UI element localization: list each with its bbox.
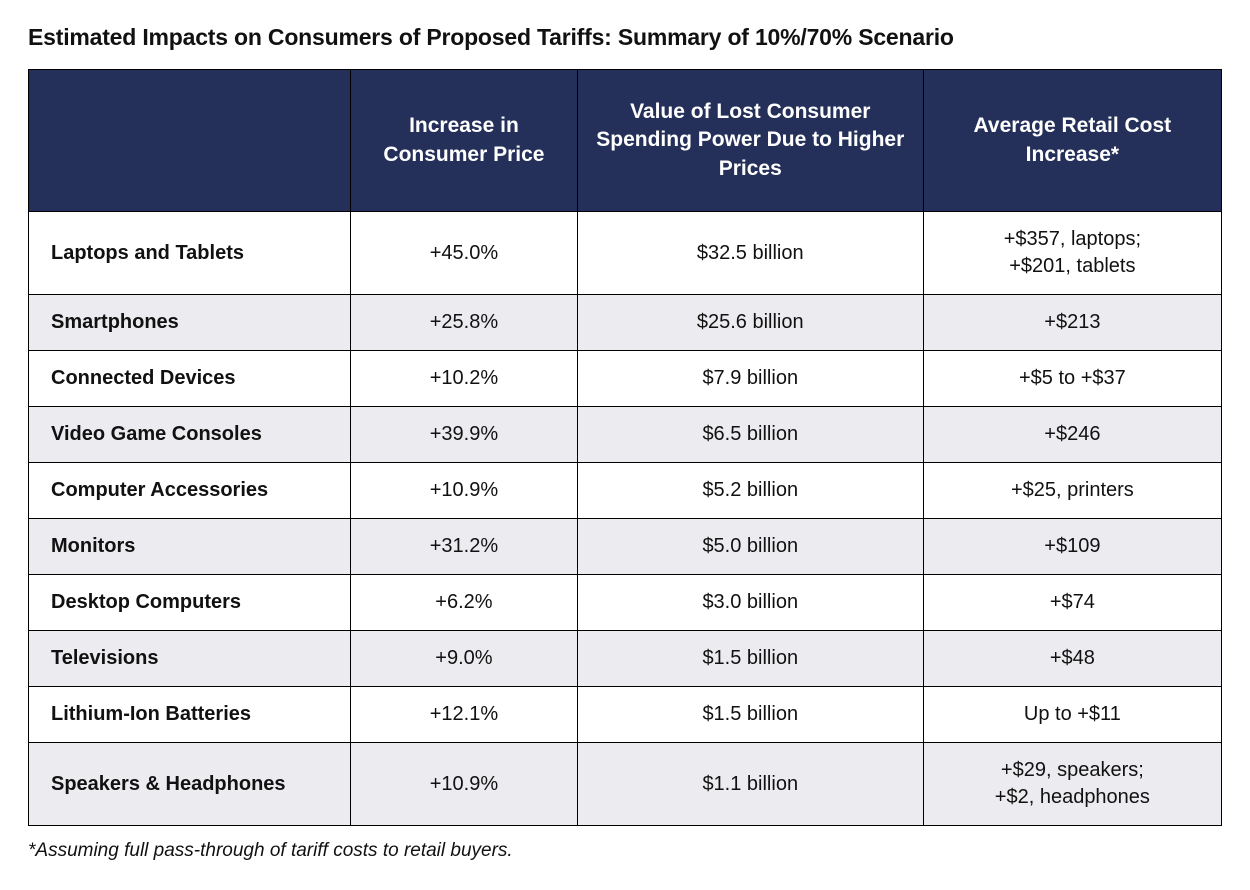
cell-increase: +25.8% bbox=[351, 295, 578, 351]
table-row: Monitors+31.2%$5.0 billion+$109 bbox=[29, 519, 1222, 575]
cell-increase: +10.2% bbox=[351, 351, 578, 407]
header-lost-value: Value of Lost Consumer Spending Power Du… bbox=[577, 70, 923, 212]
cell-increase: +6.2% bbox=[351, 575, 578, 631]
cell-category: Laptops and Tablets bbox=[29, 212, 351, 295]
cell-increase: +31.2% bbox=[351, 519, 578, 575]
cell-category: Desktop Computers bbox=[29, 575, 351, 631]
cell-lost-value: $1.1 billion bbox=[577, 743, 923, 826]
cell-lost-value: $5.0 billion bbox=[577, 519, 923, 575]
table-body: Laptops and Tablets+45.0%$32.5 billion+$… bbox=[29, 212, 1222, 826]
tariff-impact-table: Increase in Consumer Price Value of Lost… bbox=[28, 69, 1222, 826]
cell-increase: +10.9% bbox=[351, 743, 578, 826]
table-row: Lithium-Ion Batteries+12.1%$1.5 billionU… bbox=[29, 687, 1222, 743]
cell-retail-increase: +$213 bbox=[923, 295, 1221, 351]
cell-increase: +39.9% bbox=[351, 407, 578, 463]
header-row: Increase in Consumer Price Value of Lost… bbox=[29, 70, 1222, 212]
table-row: Connected Devices+10.2%$7.9 billion+$5 t… bbox=[29, 351, 1222, 407]
table-head: Increase in Consumer Price Value of Lost… bbox=[29, 70, 1222, 212]
cell-category: Lithium-Ion Batteries bbox=[29, 687, 351, 743]
cell-retail-increase: +$5 to +$37 bbox=[923, 351, 1221, 407]
table-row: Laptops and Tablets+45.0%$32.5 billion+$… bbox=[29, 212, 1222, 295]
cell-category: Connected Devices bbox=[29, 351, 351, 407]
cell-category: Televisions bbox=[29, 631, 351, 687]
cell-retail-increase: +$25, printers bbox=[923, 463, 1221, 519]
cell-lost-value: $6.5 billion bbox=[577, 407, 923, 463]
cell-increase: +9.0% bbox=[351, 631, 578, 687]
page: Estimated Impacts on Consumers of Propos… bbox=[0, 0, 1250, 890]
cell-lost-value: $32.5 billion bbox=[577, 212, 923, 295]
cell-increase: +10.9% bbox=[351, 463, 578, 519]
cell-category: Video Game Consoles bbox=[29, 407, 351, 463]
table-row: Desktop Computers+6.2%$3.0 billion+$74 bbox=[29, 575, 1222, 631]
header-blank bbox=[29, 70, 351, 212]
cell-category: Speakers & Headphones bbox=[29, 743, 351, 826]
cell-lost-value: $3.0 billion bbox=[577, 575, 923, 631]
table-row: Speakers & Headphones+10.9%$1.1 billion+… bbox=[29, 743, 1222, 826]
header-retail-increase: Average Retail Cost Increase* bbox=[923, 70, 1221, 212]
cell-category: Computer Accessories bbox=[29, 463, 351, 519]
cell-lost-value: $1.5 billion bbox=[577, 687, 923, 743]
table-row: Smartphones+25.8%$25.6 billion+$213 bbox=[29, 295, 1222, 351]
table-row: Televisions+9.0%$1.5 billion+$48 bbox=[29, 631, 1222, 687]
footnote: *Assuming full pass-through of tariff co… bbox=[28, 840, 1222, 862]
cell-lost-value: $25.6 billion bbox=[577, 295, 923, 351]
cell-increase: +45.0% bbox=[351, 212, 578, 295]
cell-retail-increase: Up to +$11 bbox=[923, 687, 1221, 743]
page-title: Estimated Impacts on Consumers of Propos… bbox=[28, 24, 1222, 51]
cell-retail-increase: +$48 bbox=[923, 631, 1221, 687]
cell-increase: +12.1% bbox=[351, 687, 578, 743]
cell-category: Smartphones bbox=[29, 295, 351, 351]
cell-lost-value: $1.5 billion bbox=[577, 631, 923, 687]
cell-category: Monitors bbox=[29, 519, 351, 575]
header-increase: Increase in Consumer Price bbox=[351, 70, 578, 212]
cell-retail-increase: +$29, speakers;+$2, headphones bbox=[923, 743, 1221, 826]
cell-retail-increase: +$109 bbox=[923, 519, 1221, 575]
cell-retail-increase: +$246 bbox=[923, 407, 1221, 463]
cell-retail-increase: +$357, laptops;+$201, tablets bbox=[923, 212, 1221, 295]
cell-lost-value: $5.2 billion bbox=[577, 463, 923, 519]
cell-lost-value: $7.9 billion bbox=[577, 351, 923, 407]
table-row: Video Game Consoles+39.9%$6.5 billion+$2… bbox=[29, 407, 1222, 463]
cell-retail-increase: +$74 bbox=[923, 575, 1221, 631]
table-row: Computer Accessories+10.9%$5.2 billion+$… bbox=[29, 463, 1222, 519]
